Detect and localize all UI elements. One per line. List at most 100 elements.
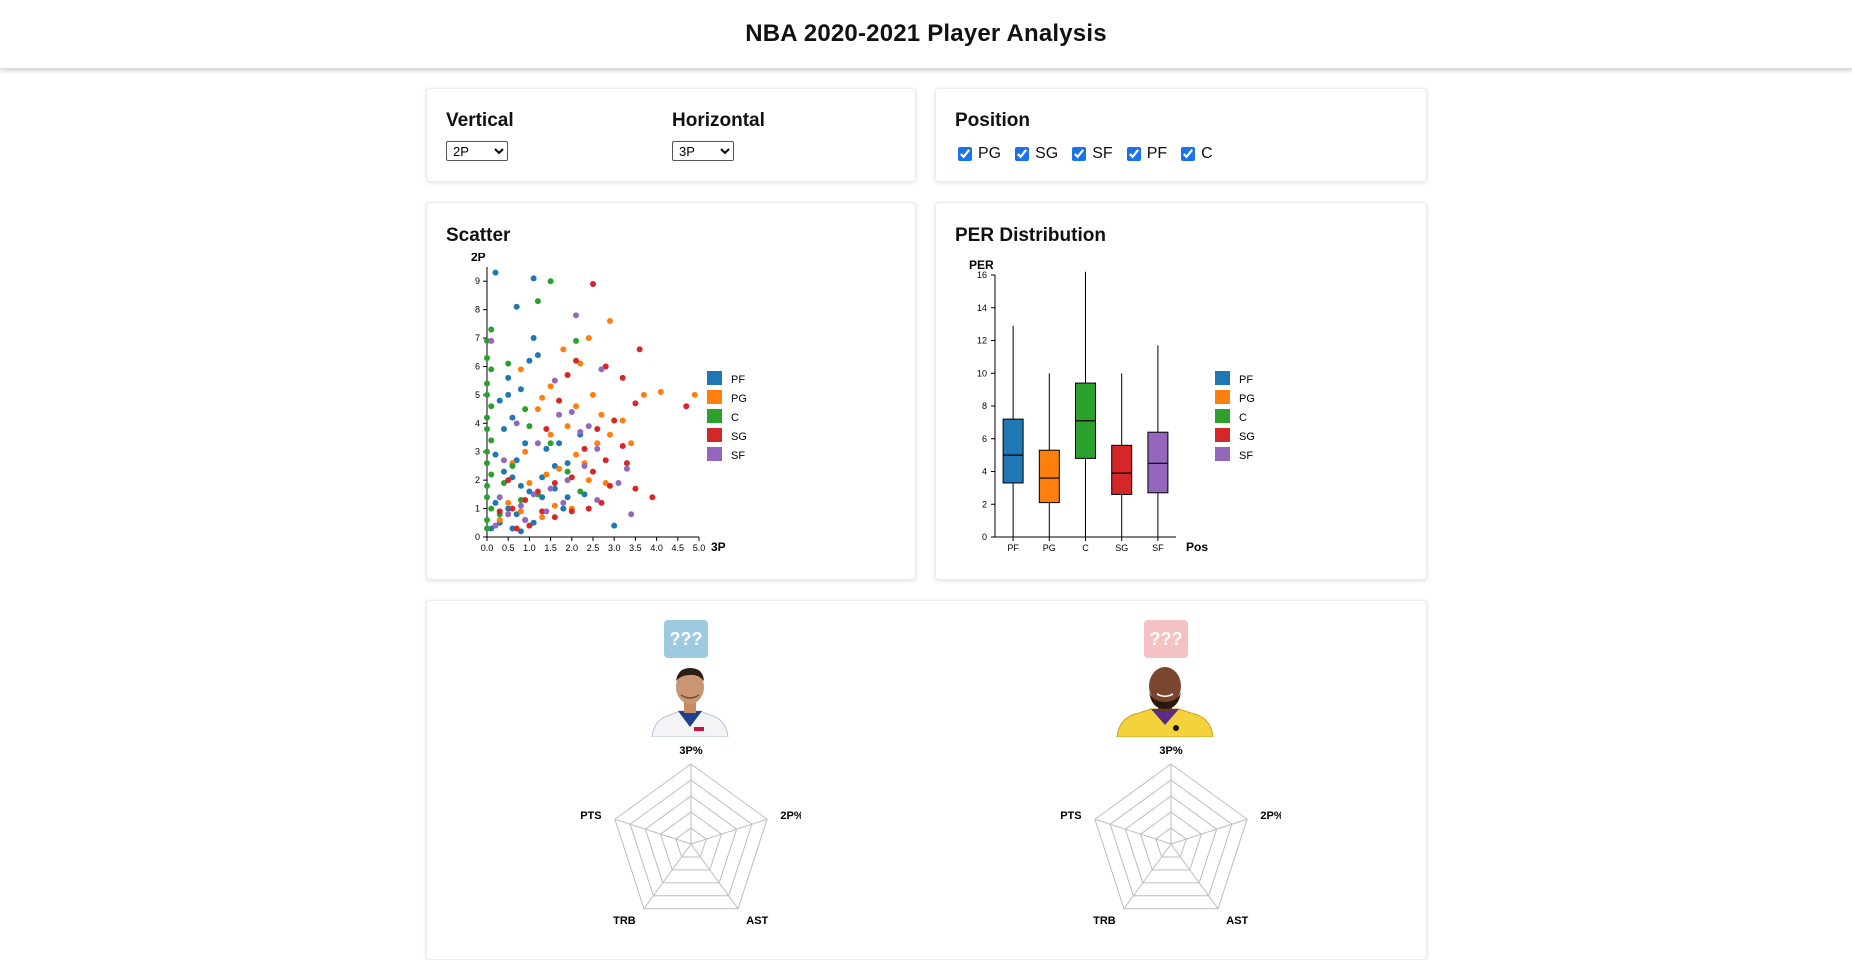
scatter-point-sf [577,428,584,435]
scatter-point-sg [539,508,546,515]
x-axis-label: 3P [711,540,726,554]
checkbox-label: C [1201,145,1213,162]
position-option-pg[interactable]: PG [956,145,1001,163]
position-option-sg[interactable]: SG [1013,145,1058,163]
player-right-photo [1116,667,1214,737]
player-left-photo [648,668,732,737]
scatter-point-pg [534,406,541,413]
scatter-point-pf [505,505,512,512]
scatter-point-pf [517,386,524,393]
position-checkbox-row: PG SG SF PF C [956,145,1225,163]
radar-axis-label: AST [1226,915,1248,927]
checkbox-pf[interactable] [1126,147,1141,161]
scatter-point-c [484,354,490,361]
scatter-point-pg [539,514,546,521]
checkbox-sf[interactable] [1072,147,1087,161]
player-compare-card: ??? 3P% 2P% AST TRB PTS ??? 3P% 2P% AST TRB PTS [426,600,1427,960]
scatter-point-sg [556,397,563,404]
scatter-point-sg [526,522,533,529]
scatter-point-sf [522,516,529,523]
x-axis-label: Pos [1186,540,1208,554]
scatter-point-pf [488,525,495,532]
scatter-point-pg [606,318,613,324]
y-axis-label: 2P [471,253,486,264]
scatter-point-sg [581,445,588,452]
box-sg [1111,444,1133,495]
scatter-point-pf [539,494,546,501]
y-tick-label: 7 [475,333,480,343]
scatter-point-pf [513,457,520,464]
scatter-point-c [534,298,541,305]
y-tick-label: 3 [475,447,480,457]
legend-label: SF [731,450,745,462]
scatter-point-sf [500,457,507,464]
scatter-point-sg [585,505,592,512]
scatter-point-sf [598,366,605,373]
position-option-sf[interactable]: SF [1070,145,1113,163]
scatter-point-sf [628,511,635,518]
scatter-point-pf [560,505,567,512]
scatter-point-pg [585,477,592,484]
scatter-point-sf [623,465,630,472]
scatter-point-sf [594,445,601,452]
horizontal-label: Horizontal [672,110,765,131]
legend-swatch-c [1215,409,1230,423]
y-tick-label: 2 [475,475,480,485]
scatter-point-sf [560,499,567,506]
scatter-point-pg [551,502,558,509]
scatter-point-sg [496,508,503,515]
scatter-point-pf [526,357,533,364]
checkbox-sg[interactable] [1015,147,1030,161]
checkbox-label: PG [978,145,1002,162]
scatter-point-sg [534,488,541,495]
scatter-point-pf [530,335,537,342]
scatter-point-pg [577,360,584,367]
legend-swatch-sg [1215,428,1230,442]
scatter-point-sg [623,460,630,467]
checkbox-pg[interactable] [958,147,972,161]
scatter-point-c [547,440,554,447]
position-filter-card: Position PG SG SF PF C [935,88,1427,182]
x-tick-label: 4.5 [672,543,685,553]
scatter-point-sg [551,480,558,486]
scatter-point-pf [551,485,558,492]
scatter-point-c [488,403,495,410]
scatter-point-sg [619,443,626,450]
player-right-badge[interactable]: ??? [1144,620,1188,658]
scatter-point-c [488,326,495,333]
scatter-point-c [488,437,495,444]
legend-label: PG [1239,393,1255,405]
radar-spoke [690,818,768,845]
position-option-pf[interactable]: PF [1125,145,1167,163]
scatter-point-pg [526,480,533,486]
scatter-point-sg [602,363,609,370]
x-tick-label: SG [1115,543,1128,553]
scatter-chart: 0 1 2 3 4 5 6 7 8 9 0.0 0.5 1.0 1.5 2.0 2.5 3.0 3.5 4.0 4.5… [471,253,747,554]
scatter-point-sf [556,411,563,418]
scatter-point-sg [513,525,520,532]
x-tick-label: C [1082,543,1089,553]
scatter-point-sg [505,477,512,484]
scatter-point-sf [615,480,622,486]
vertical-select[interactable]: 2P [446,141,508,161]
player-left-badge[interactable]: ??? [664,620,708,658]
radar-axis-label: PTS [581,810,602,822]
page-title: NBA 2020-2021 Player Analysis [745,20,1107,47]
scatter-point-pg [628,440,635,447]
radar-spoke [1170,843,1219,910]
scatter-point-sg [632,485,639,492]
radar-axis-label: PTS [1061,810,1082,822]
scatter-point-pf [509,525,516,532]
scatter-point-pf [500,468,507,475]
scatter-point-c [484,337,490,344]
position-option-c[interactable]: C [1179,145,1213,163]
scatter-point-sg [568,508,575,515]
scatter-point-pf [539,474,546,481]
box-pg [1038,449,1060,504]
player-right-radar: 3P% 2P% AST TRB PTS [1061,745,1281,927]
legend-swatch-pg [1215,390,1230,404]
scatter-point-pf [530,519,537,526]
legend-label: SG [1239,431,1255,443]
checkbox-c[interactable] [1181,147,1196,161]
horizontal-select[interactable]: 3P [672,141,734,161]
